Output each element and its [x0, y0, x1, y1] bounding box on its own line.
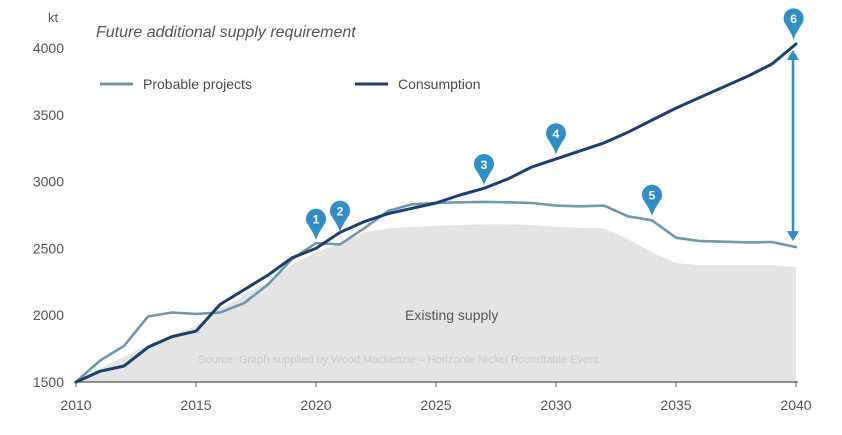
marker-pin-shape-2 — [330, 200, 350, 234]
series-line-consumption — [74, 42, 798, 384]
marker-pin-label-2: 2 — [337, 205, 344, 219]
x-tick-label-2035: 2035 — [660, 397, 691, 413]
marker-pin-4: 4 — [546, 123, 566, 156]
gap-arrow-head-top — [787, 49, 799, 60]
y-tick-label-2500: 2500 — [33, 240, 64, 256]
x-tick-label-2030: 2030 — [540, 397, 571, 413]
x-tick-label-2010: 2010 — [60, 397, 91, 413]
legend-label-consumption: Consumption — [398, 76, 481, 92]
series-layer — [74, 42, 798, 384]
axis-layer: 2010 2015 2020 2025 2030 2035 2040 1500 2000 2500… — [33, 40, 812, 413]
y-tick-label-4000: 4000 — [33, 40, 64, 56]
y-tick-label-2000: 2000 — [33, 307, 64, 323]
x-tick-label-2020: 2020 — [300, 397, 331, 413]
marker-pin-5: 5 — [642, 184, 662, 218]
gap-arrow-head-bottom — [787, 231, 799, 242]
marker-pin-3: 3 — [474, 154, 495, 187]
chart-title: Future additional supply requirement — [96, 24, 356, 41]
marker-pin-label-6: 6 — [790, 12, 797, 26]
marker-pin-shape-1 — [306, 208, 326, 242]
marker-pin-shape-4 — [546, 123, 566, 156]
y-tick-label-1500: 1500 — [33, 374, 64, 390]
marker-pin-shape-5 — [642, 184, 662, 218]
marker-pin-shape-3 — [474, 154, 495, 187]
marker-pin-6: 6 — [783, 8, 804, 41]
existing-supply-area — [76, 224, 796, 382]
y-unit-label: kt — [48, 10, 59, 25]
area-layer — [76, 224, 796, 382]
y-tick-label-3000: 3000 — [33, 174, 64, 190]
marker-layer: 1 2 3 4 5 6 — [306, 8, 804, 242]
legend: Probable projects Consumption — [100, 76, 481, 92]
x-tick-label-2015: 2015 — [180, 397, 211, 413]
marker-pin-2: 2 — [330, 200, 350, 234]
x-tick-label-2025: 2025 — [420, 397, 451, 413]
source-note: Source: Graph supplied by Wood Mackenzie… — [198, 354, 601, 366]
marker-pin-label-5: 5 — [649, 189, 656, 203]
legend-label-probable-projects: Probable projects — [143, 76, 252, 92]
marker-pin-1: 1 — [306, 208, 326, 242]
marker-pin-label-3: 3 — [481, 158, 488, 172]
x-tick-label-2040: 2040 — [780, 397, 811, 413]
existing-supply-label: Existing supply — [405, 307, 498, 323]
marker-pin-shape-6 — [783, 8, 804, 41]
marker-pin-label-1: 1 — [313, 213, 320, 227]
marker-pin-label-4: 4 — [553, 127, 560, 141]
y-tick-label-3500: 3500 — [33, 107, 64, 123]
